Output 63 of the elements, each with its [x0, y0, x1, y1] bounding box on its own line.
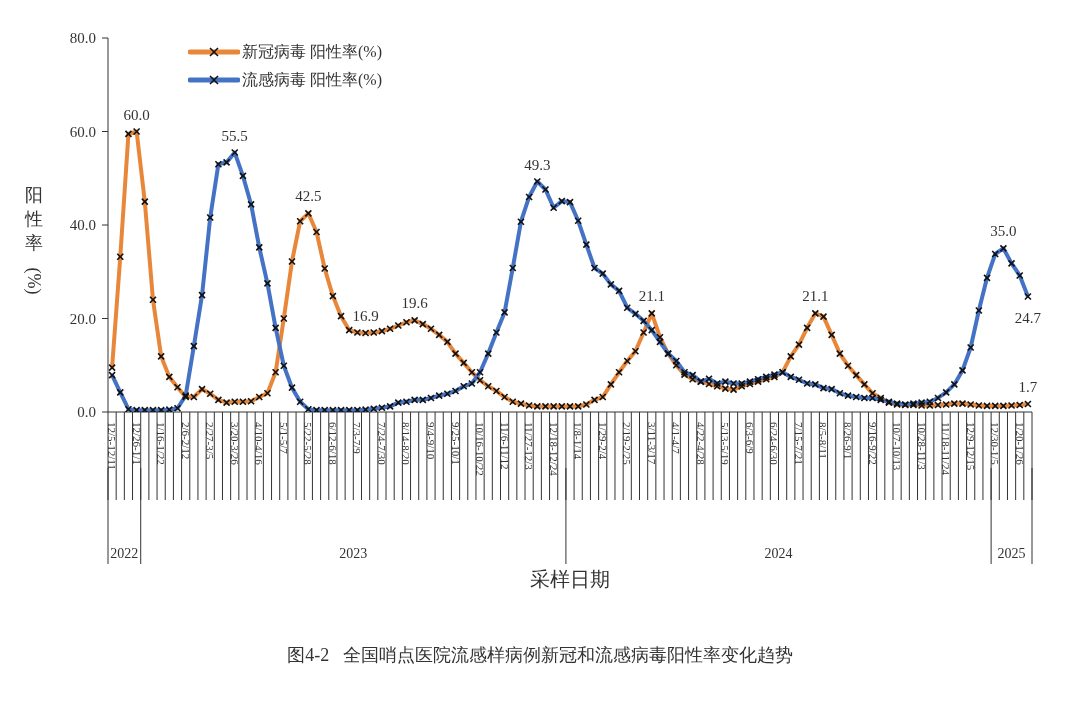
- x-tick-label: 8/14-8/20: [400, 422, 413, 466]
- y-tick-label: 40.0: [69, 217, 96, 233]
- x-tick-label: 8/5-8/11: [817, 422, 830, 459]
- x-tick-label: 2/19-2/25: [621, 422, 634, 466]
- x-tick-label: 6/3-6/9: [743, 422, 756, 455]
- data-label: 49.3: [524, 156, 551, 173]
- x-tick-label: 12/9-12/15: [964, 422, 977, 471]
- x-tick-label: 7/24-7/30: [375, 422, 388, 466]
- x-tick-label: 2/6-2/12: [179, 422, 192, 460]
- x-tick-label: 9/25-10/1: [449, 422, 462, 465]
- legend-label: 新冠病毒 阳性率(%): [242, 41, 382, 63]
- x-tick-label: 4/1-4/7: [670, 422, 683, 455]
- y-tick-label: 0.0: [77, 404, 96, 420]
- text: 2024: [764, 546, 793, 561]
- data-label: 21.1: [638, 288, 665, 305]
- y-tick-label: 60.0: [69, 123, 96, 140]
- x-tick-label: 1/8-1/14: [572, 422, 585, 460]
- x-tick-label: 6/24-6/30: [768, 422, 781, 466]
- x-tick-label: 12/26-1/1: [130, 422, 143, 465]
- x-tick-label: 1/16-1/22: [155, 422, 168, 465]
- data-label: 55.5: [221, 127, 248, 144]
- x-tick-label: 12/18-12/24: [547, 422, 560, 477]
- x-tick-label: 10/28-11/3: [915, 422, 928, 471]
- x-tick-label: 9/4-9/10: [424, 422, 437, 460]
- text: 2025: [997, 546, 1026, 561]
- y-tick-label: 20.0: [69, 310, 96, 327]
- x-tick-label: 10/16-10/22: [474, 422, 487, 476]
- caption: 图4-2 全国哨点医院流感样病例新冠和流感病毒阳性率变化趋势: [286, 644, 794, 667]
- y-axis-title: 阳性率(%): [23, 184, 45, 295]
- legend-label: 流感病毒 阳性率(%): [242, 69, 382, 91]
- x-axis-title: 采样日期: [529, 567, 611, 592]
- x-tick-label: 5/1-5/7: [277, 422, 290, 455]
- data-label: 24.7: [1014, 309, 1042, 326]
- x-tick-label: 2/27-3/5: [204, 422, 217, 460]
- data-label: 16.9: [352, 307, 379, 324]
- x-tick-label: 3/11-3/17: [645, 422, 658, 465]
- data-label: 19.6: [401, 295, 429, 312]
- x-tick-label: 7/3-7/9: [351, 422, 364, 455]
- text: 2023: [339, 546, 368, 561]
- x-tick-label: 11/27-12/3: [523, 422, 536, 471]
- data-label: 21.1: [802, 288, 829, 305]
- x-tick-label: 7/15-7/21: [792, 422, 805, 465]
- x-tick-label: 10/7-10/13: [891, 422, 904, 471]
- x-tick-label: 4/10-4/16: [253, 422, 266, 466]
- data-label: 1.7: [1018, 379, 1038, 396]
- data-label: 42.5: [295, 188, 322, 205]
- x-tick-label: 1/20-1/26: [1013, 422, 1026, 466]
- x-tick-label: 11/18-11/24: [940, 422, 953, 476]
- x-tick-label: 12/5-12/11: [106, 422, 119, 470]
- x-tick-label: 5/13-5/19: [719, 422, 732, 466]
- x-tick-label: 9/16-9/22: [866, 422, 879, 465]
- data-label: 35.0: [990, 223, 1017, 240]
- data-label: 60.0: [123, 106, 150, 123]
- x-tick-label: 8/26-9/1: [842, 422, 855, 460]
- x-tick-label: 11/6-11/12: [498, 422, 511, 470]
- x-tick-label: 5/22-5/28: [302, 422, 315, 466]
- x-tick-label: 3/20-3/26: [228, 422, 241, 466]
- x-tick-label: 6/12-6/18: [326, 422, 339, 466]
- y-tick-label: 80.0: [69, 30, 96, 46]
- x-tick-label: 12/30-1/5: [989, 422, 1002, 466]
- x-tick-label: 1/29-2/4: [596, 422, 609, 460]
- x-tick-label: 4/22-4/28: [694, 422, 707, 466]
- text: 2022: [110, 546, 139, 561]
